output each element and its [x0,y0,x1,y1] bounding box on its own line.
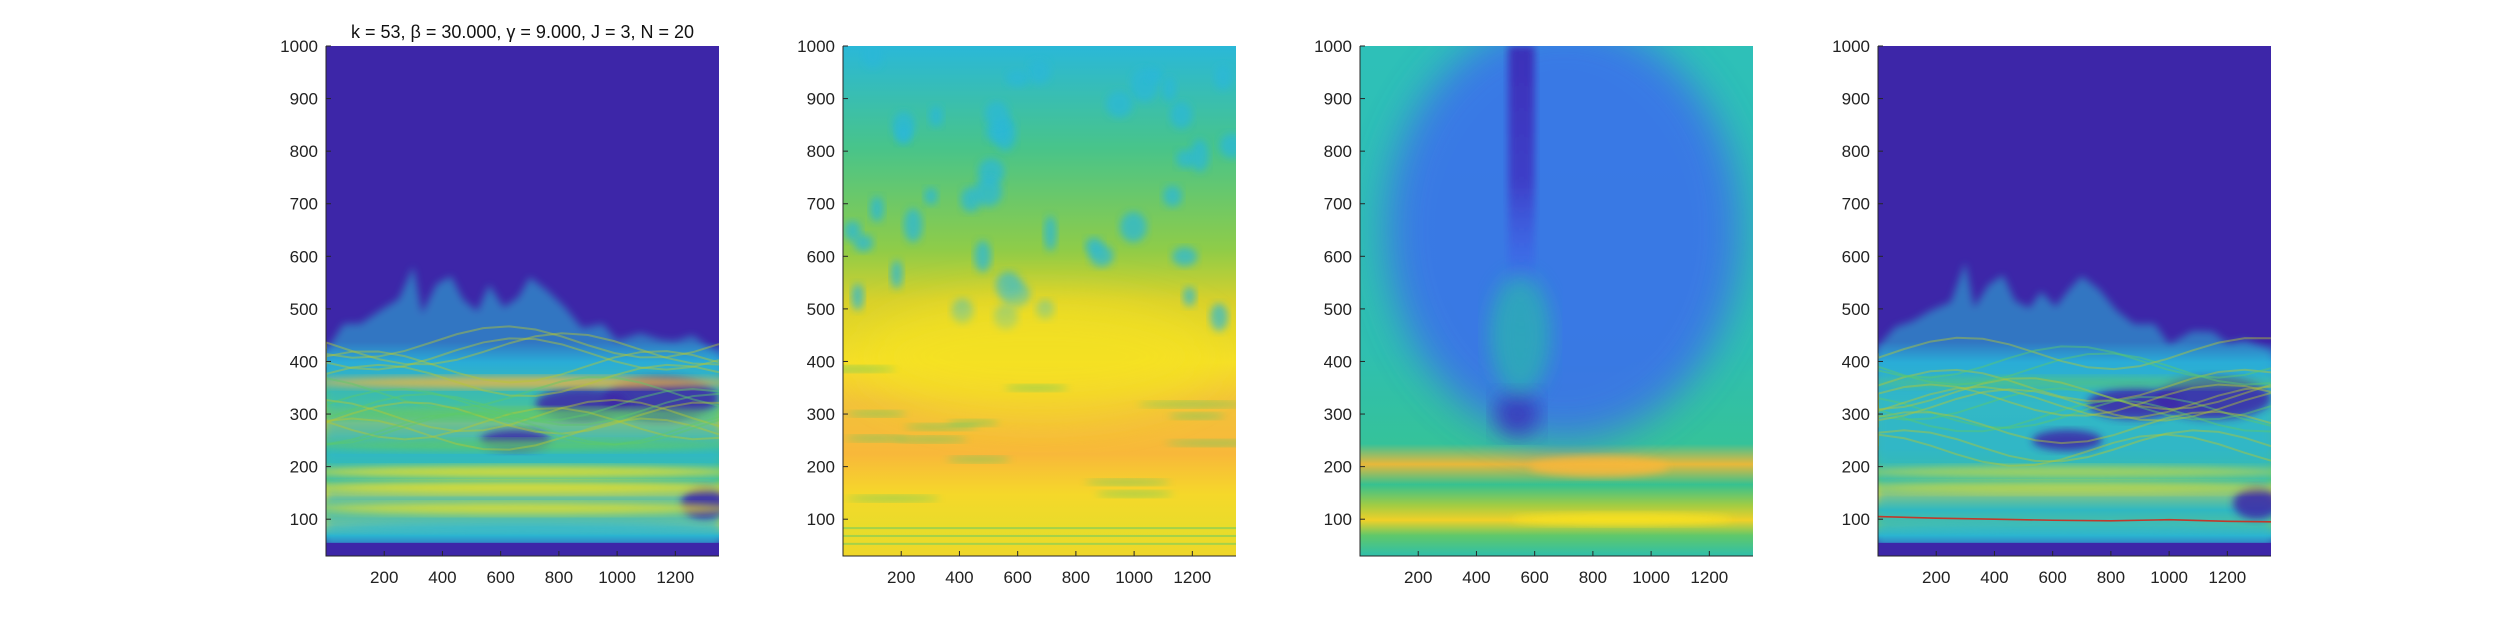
x-tick-label: 200 [1404,568,1432,587]
y-tick-label: 1000 [797,37,835,56]
y-tick-label: 200 [1842,458,1870,477]
y-tick-label: 800 [807,142,835,161]
y-tick-label: 400 [1842,352,1870,371]
y-tick-label: 300 [807,405,835,424]
y-tick-label: 100 [290,510,318,529]
x-tick-label: 800 [1579,568,1607,587]
panel-4: 200 400 600 800 1000 1200 100 200 300 400 500 600 70… [1832,37,2271,587]
y-tick-label: 700 [1324,195,1352,214]
x-tick-label: 200 [1922,568,1950,587]
x-tick-label: 800 [2097,568,2125,587]
x-tick-label: 600 [486,568,514,587]
x-tick-label: 800 [545,568,573,587]
axes [325,46,719,557]
y-tick-label: 1000 [1314,37,1352,56]
y-tick-label: 100 [807,510,835,529]
y-tick-label: 200 [290,458,318,477]
y-tick-label: 800 [1842,142,1870,161]
x-tick-label: 600 [2038,568,2066,587]
y-tick-label: 700 [807,195,835,214]
y-tick-label: 600 [807,247,835,266]
y-tick-label: 400 [807,352,835,371]
panel-1: 200 400 600 800 1000 1200 100 200 300 400 500 600 70… [280,22,719,587]
x-tick-label: 600 [1520,568,1548,587]
x-tick-label: 1000 [2150,568,2188,587]
ridge-curve [1878,515,2271,523]
y-tick-label: 400 [290,352,318,371]
x-tick-label: 1200 [656,568,694,587]
y-tick-label: 200 [1324,458,1352,477]
x-tick-label: 1000 [1632,568,1670,587]
y-tick-label: 100 [1842,510,1870,529]
x-tick-label: 400 [1980,568,2008,587]
low-strip [1878,542,2271,556]
x-tick-label: 400 [945,568,973,587]
y-tick-label: 300 [290,405,318,424]
energy-blob [326,266,719,556]
x-tick-label: 400 [1462,568,1490,587]
y-tick-label: 800 [1324,142,1352,161]
energy-blob [1878,262,2271,556]
y-tick-label: 100 [1324,510,1352,529]
y-tick-label: 500 [1842,300,1870,319]
x-tick-label: 800 [1062,568,1090,587]
y-tick-label: 600 [1842,247,1870,266]
axes [1359,46,1753,557]
panel-2: 200 400 600 800 1000 1200 100 200 300 400 500 600 70… [797,37,1236,587]
y-tick-label: 900 [1324,90,1352,109]
y-tick-label: 1000 [1832,37,1870,56]
y-tick-label: 900 [807,90,835,109]
y-tick-label: 900 [1842,90,1870,109]
y-tick-label: 600 [1324,247,1352,266]
x-tick-label: 1000 [598,568,636,587]
x-tick-label: 1200 [1173,568,1211,587]
y-tick-label: 1000 [280,37,318,56]
x-tick-label: 400 [428,568,456,587]
y-tick-label: 700 [1842,195,1870,214]
x-tick-label: 600 [1003,568,1031,587]
axes [842,46,1236,557]
y-tick-label: 800 [290,142,318,161]
y-tick-label: 500 [290,300,318,319]
x-tick-label: 1200 [1690,568,1728,587]
x-tick-label: 200 [370,568,398,587]
axes [1877,46,2271,557]
x-tick-label: 1000 [1115,568,1153,587]
y-tick-label: 600 [290,247,318,266]
y-tick-label: 500 [807,300,835,319]
y-tick-label: 300 [1842,405,1870,424]
heatmap-area [326,46,719,556]
y-tick-label: 300 [1324,405,1352,424]
y-tick-label: 500 [1324,300,1352,319]
heatmap-area [1360,46,1753,556]
heatmap-area [1878,46,2271,556]
low-strip [326,542,719,556]
wideband-field [1386,46,1741,526]
y-tick-label: 900 [290,90,318,109]
texture-spots [843,46,1236,545]
heatmap-area [843,46,1236,556]
panel-title: k = 53, β = 30.000, γ = 9.000, J = 3, N … [351,22,694,42]
y-tick-label: 700 [290,195,318,214]
x-tick-label: 1200 [2208,568,2246,587]
panel-3: 200 400 600 800 1000 1200 100 200 300 400 500 600 70… [1314,37,1753,587]
y-tick-label: 200 [807,458,835,477]
x-tick-label: 200 [887,568,915,587]
y-tick-label: 400 [1324,352,1352,371]
